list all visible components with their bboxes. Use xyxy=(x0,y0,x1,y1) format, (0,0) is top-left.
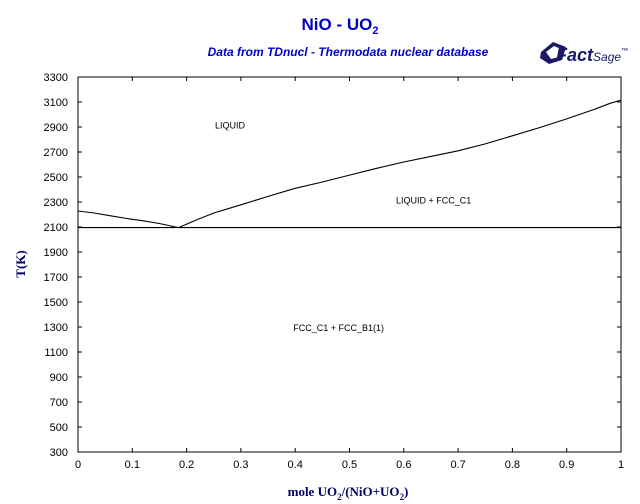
y-tick-label: 2700 xyxy=(44,147,68,159)
phase-boundary-line xyxy=(77,210,179,229)
y-tick-label: 2900 xyxy=(44,122,68,134)
svg-text:FactSage™: FactSage™ xyxy=(556,45,628,65)
x-tick-label: 0.4 xyxy=(288,459,303,471)
x-tick-label: 1 xyxy=(618,459,624,471)
y-tick-label: 3300 xyxy=(44,72,68,84)
y-tick-label: 1700 xyxy=(44,272,68,284)
y-tick-label: 1500 xyxy=(44,297,68,309)
y-tick-label: 500 xyxy=(50,422,68,434)
region-label: LIQUID + FCC_C1 xyxy=(396,195,471,205)
x-tick-label: 0.7 xyxy=(450,459,465,471)
y-axis-label: T(K) xyxy=(13,250,28,277)
x-tick-label: 0.2 xyxy=(179,459,194,471)
y-tick-label: 2100 xyxy=(44,222,68,234)
y-tick-label: 3100 xyxy=(44,97,68,109)
y-tick-label: 1300 xyxy=(44,322,68,334)
x-tick-label: 0.1 xyxy=(125,459,140,471)
x-tick-label: 0.5 xyxy=(342,459,357,471)
y-tick-label: 2300 xyxy=(44,197,68,209)
chart-subtitle: Data from TDnucl - Thermodata nuclear da… xyxy=(208,45,489,59)
region-label: FCC_C1 + FCC_B1(1) xyxy=(293,323,384,333)
x-axis-ticks: 0 0.1 0.2 0.3 0.4 0.5 0.6 0.7 0.8 0.9 1 xyxy=(75,77,624,471)
x-tick-label: 0.9 xyxy=(559,459,574,471)
y-tick-label: 700 xyxy=(50,397,68,409)
y-tick-label: 2500 xyxy=(44,172,68,184)
x-tick-label: 0.8 xyxy=(505,459,520,471)
y-tick-label: 1900 xyxy=(44,247,68,259)
y-tick-label: 1100 xyxy=(44,347,68,359)
y-axis-ticks: 300 500 700 900 1100 1300 1500 1700 1900 2100 2300… xyxy=(44,72,621,459)
phase-boundary-line xyxy=(178,99,622,229)
x-axis-label: mole UO2/(NiO+UO2) xyxy=(288,484,409,502)
x-tick-label: 0.3 xyxy=(233,459,248,471)
region-label: LIQUID xyxy=(215,120,246,130)
y-tick-label: 900 xyxy=(50,372,68,384)
phase-boundaries xyxy=(77,99,622,229)
chart-title: NiO - UO2 xyxy=(302,15,379,37)
factsage-logo: FactSage™ xyxy=(540,42,628,65)
plot-area xyxy=(77,76,622,453)
x-tick-label: 0 xyxy=(75,459,81,471)
y-tick-label: 300 xyxy=(50,447,68,459)
x-tick-label: 0.6 xyxy=(396,459,411,471)
region-labels: LIQUID LIQUID + FCC_C1 FCC_C1 + FCC_B1(1) xyxy=(215,120,471,333)
